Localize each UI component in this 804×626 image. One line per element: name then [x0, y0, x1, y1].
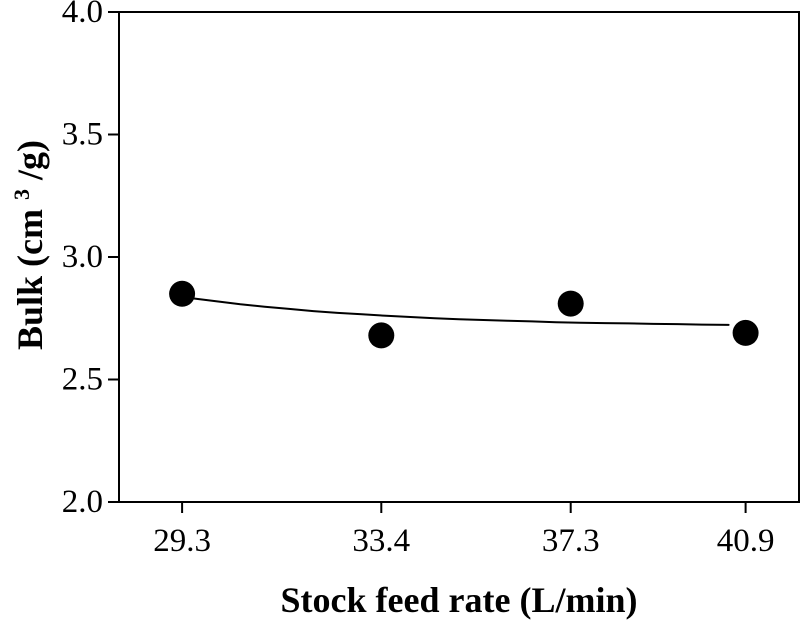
y-tick-label: 3.5: [62, 117, 103, 153]
y-axis-title-prefix: Bulk (cm: [10, 209, 50, 350]
tick-layer: 29.3 33.4 37.3 40.9 2.0 2.5 3.0 3.5 4.0: [62, 0, 775, 559]
data-point-marker: [557, 290, 584, 317]
y-axis-title: Bulk (cm 3 /g): [0, 140, 50, 350]
x-tick-label: 40.9: [717, 523, 775, 559]
data-point-marker: [732, 319, 759, 346]
trend-line: [190, 297, 730, 326]
plot-frame: [118, 11, 800, 503]
x-tick-label: 37.3: [542, 523, 600, 559]
x-tick-label: 33.4: [352, 523, 410, 559]
y-axis-title-suffix: /g): [10, 140, 50, 181]
trend-line-layer: [190, 297, 730, 326]
y-tick-label: 3.0: [62, 239, 103, 275]
axes-frame-layer: [118, 11, 800, 503]
x-tick-label: 29.3: [153, 523, 211, 559]
y-tick-label: 2.0: [62, 484, 103, 520]
data-point-marker: [368, 322, 395, 349]
y-axis-title-superscript: 3: [9, 189, 34, 200]
y-tick-label: 4.0: [62, 0, 103, 30]
data-marker-layer: [169, 280, 759, 349]
y-tick-label: 2.5: [62, 362, 103, 398]
x-axis-title: Stock feed rate (L/min): [281, 580, 638, 620]
data-point-marker: [169, 280, 196, 307]
